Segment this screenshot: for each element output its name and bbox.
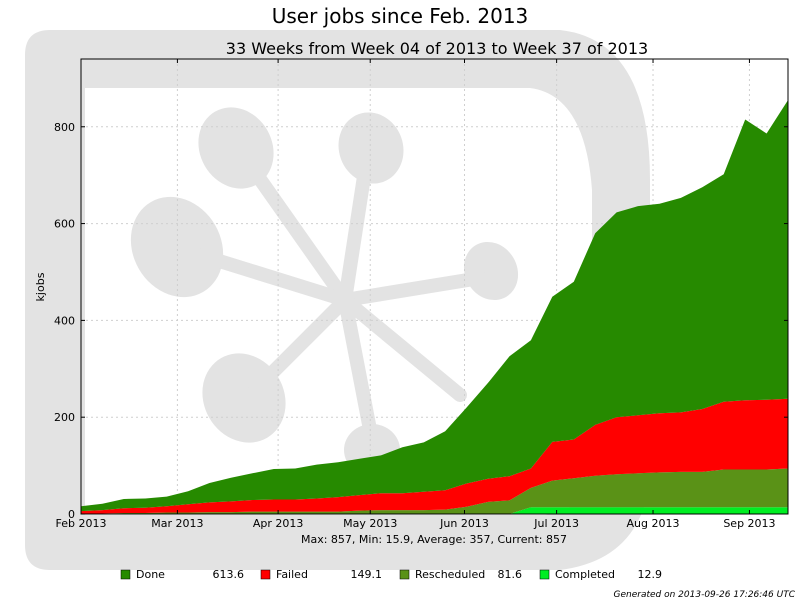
legend-item-failed: Failed 149.1 [260,568,383,581]
area-series-failed [81,398,788,514]
legend-value: 81.6 [498,568,523,581]
generated-footer: Generated on 2013-09-26 17:26:46 UTC [614,590,796,600]
chart-subtitle: 33 Weeks from Week 04 of 2013 to Week 37… [226,39,648,58]
area-series-completed [81,507,788,514]
y-tick-label: 0 [68,508,75,521]
legend-label: Failed [276,568,308,581]
x-tick-label: Apr 2013 [253,517,304,530]
x-tick-label: Jul 2013 [533,517,579,530]
legend-label: Done [136,568,165,581]
x-tick-label: May 2013 [343,517,397,530]
x-tick-label: Aug 2013 [627,517,680,530]
legend-value: 149.1 [351,568,383,581]
y-tick-label: 600 [54,218,75,231]
area-series-rescheduled [81,468,788,514]
legend-label: Completed [555,568,615,581]
y-tick-label: 800 [54,121,75,134]
y-axis-label: kjobs [34,272,47,301]
legend-item-completed: Completed 12.9 [539,568,663,581]
x-tick-label: Feb 2013 [56,517,107,530]
area-layer [81,100,788,514]
plot-frame [80,58,789,515]
x-tick-label: Jun 2013 [439,517,489,530]
x-tick-label: Sep 2013 [723,517,775,530]
stats-line: Max: 857, Min: 15.9, Average: 357, Curre… [301,533,567,546]
legend-swatch [120,569,131,580]
y-tick-label: 200 [54,411,75,424]
legend-item-rescheduled: Rescheduled 81.6 [399,568,523,581]
axis-ticks: 0 200 400 600 800 Feb 2013 Mar 2013 Apr 2013 May… [54,59,788,530]
legend-swatch [399,569,410,580]
legend-item-done: Done 613.6 [120,568,245,581]
legend-value: 12.9 [638,568,663,581]
legend-swatch [539,569,550,580]
legend-swatch [260,569,271,580]
x-tick-label: Mar 2013 [151,517,203,530]
legend-label: Rescheduled [415,568,485,581]
legend-value: 613.6 [213,568,245,581]
chart-title: User jobs since Feb. 2013 [272,4,529,28]
y-tick-label: 400 [54,314,75,327]
legend: Done 613.6 Failed 149.1 Rescheduled 81.6 Compl… [120,568,663,581]
area-series-done [81,100,788,512]
